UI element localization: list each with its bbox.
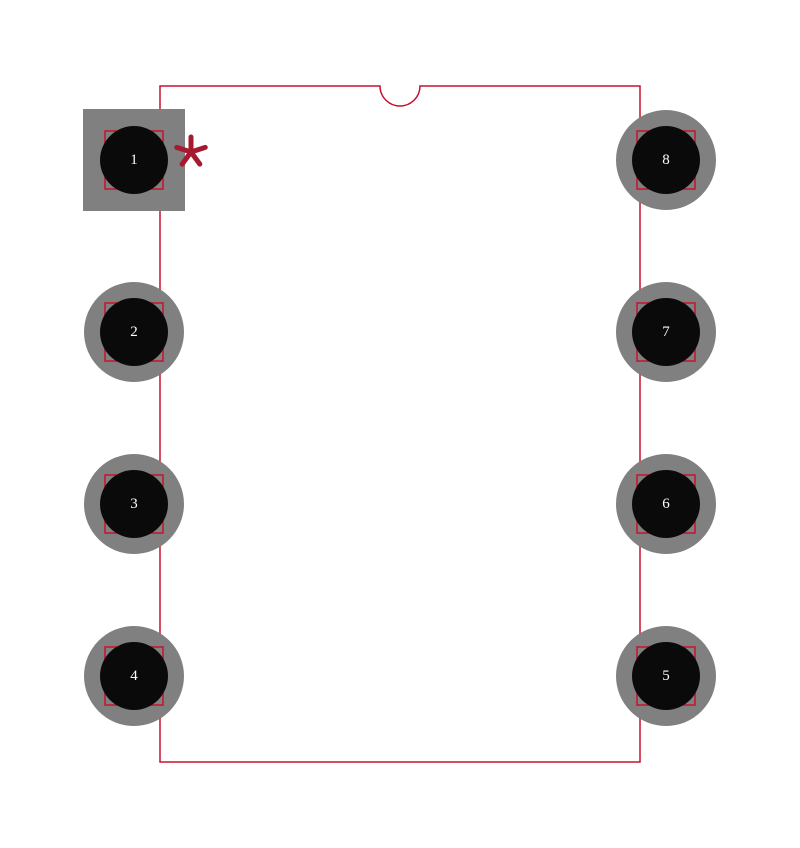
pin-label: 3 <box>130 496 138 512</box>
pin-1: 1 <box>100 126 168 194</box>
pin-8: 8 <box>616 110 716 210</box>
pin-7: 7 <box>616 282 716 382</box>
pin-label: 8 <box>662 152 670 168</box>
pin-label: 5 <box>662 668 670 684</box>
package-outline <box>160 86 640 762</box>
pin-label: 6 <box>662 496 670 512</box>
pin-2: 2 <box>84 282 184 382</box>
pin-6: 6 <box>616 454 716 554</box>
pin-label: 1 <box>130 152 138 168</box>
ic-footprint-diagram: 1 2 3 4 5 6 7 8 <box>0 0 800 848</box>
pin-label: 7 <box>662 324 670 340</box>
pin-label: 2 <box>130 324 138 340</box>
pin-5: 5 <box>616 626 716 726</box>
pin-3: 3 <box>84 454 184 554</box>
pin-label: 4 <box>130 668 138 684</box>
pin-4: 4 <box>84 626 184 726</box>
